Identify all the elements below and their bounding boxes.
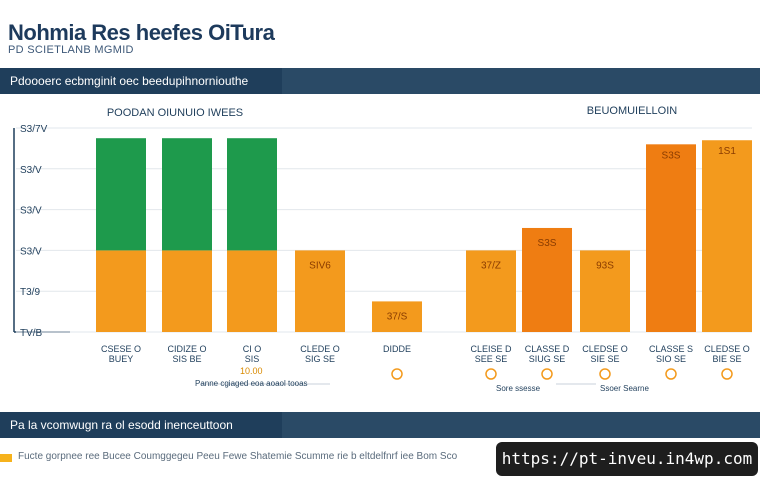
url-badge[interactable]: https://pt-inveu.in4wp.com — [496, 442, 758, 476]
category-sublabel: SIUG SE — [529, 354, 566, 364]
top-banner: Pdoooerc ecbmginit oec beedupihnorniouth… — [0, 68, 282, 94]
legend-right-right: Ssoer Searne — [600, 384, 649, 393]
category-icon — [599, 368, 611, 380]
bar — [466, 250, 516, 332]
page-subtitle: PD SCIETLANB MGMID — [8, 44, 134, 56]
category-icon — [721, 368, 733, 380]
bar — [295, 250, 345, 332]
bar — [580, 250, 630, 332]
bar — [162, 250, 212, 332]
legend-right-left: Sore ssesse — [496, 384, 541, 393]
y-tick-label: TV/B — [20, 328, 43, 339]
category-sublabel: SIS BE — [172, 354, 201, 364]
bar — [227, 250, 277, 332]
right-panel-title: BEUOMUIELLOIN — [587, 105, 678, 117]
data-label: SIV6 — [309, 260, 331, 271]
category-label: CLASSE S — [649, 344, 693, 354]
y-tick-label: S3/V — [20, 165, 42, 176]
category-label: CLEDSE O — [582, 344, 628, 354]
bar — [96, 250, 146, 332]
footer-text: Fucte gorpnee ree Bucee Coumggegeu Peeu … — [18, 451, 458, 462]
y-tick-label: T3/9 — [20, 287, 40, 298]
category-label: CLEISE D — [470, 344, 512, 354]
bar — [162, 138, 212, 251]
bar — [372, 301, 422, 332]
category-label: CI O — [243, 344, 262, 354]
category-sublabel: SIG SE — [305, 354, 335, 364]
category-icon — [391, 368, 403, 380]
bar — [227, 138, 277, 251]
category-sublabel: SIS — [245, 354, 260, 364]
bottom-banner-extension — [282, 412, 760, 438]
category-icon — [541, 368, 553, 380]
category-sublabel: SIE SE — [590, 354, 619, 364]
category-sublabel: SIO SE — [656, 354, 686, 364]
category-label: CIDIZE O — [167, 344, 206, 354]
data-label: S3S — [538, 238, 557, 249]
category-label: DIDDE — [383, 344, 411, 354]
data-label: 93S — [596, 260, 614, 271]
data-label: 37/Z — [481, 260, 501, 271]
bar — [702, 140, 752, 332]
y-tick-label: S3/V — [20, 246, 42, 257]
y-tick-label: S3/7V — [20, 124, 48, 135]
page-title: Nohmia Res heefes OiTura — [8, 20, 275, 45]
data-label: 1S1 — [718, 146, 736, 157]
bottom-banner: Pa la vcomwugn ra ol esodd inenceuttoon — [0, 412, 282, 438]
data-label: 37/S — [387, 311, 408, 322]
data-label: S3S — [662, 150, 681, 161]
legend-left-value: 10.00 — [240, 366, 263, 376]
top-banner-extension — [282, 68, 760, 94]
category-label: CSESE O — [101, 344, 141, 354]
category-label: CLASSE D — [525, 344, 570, 354]
category-icon — [485, 368, 497, 380]
category-sublabel: BUEY — [109, 354, 134, 364]
category-icon — [665, 368, 677, 380]
left-panel-title: POODAN OIUNUIO IWEES — [107, 107, 243, 119]
footer-marker — [0, 454, 12, 462]
category-sublabel: BIE SE — [712, 354, 741, 364]
bar — [96, 138, 146, 251]
bar — [522, 227, 572, 332]
legend-left: Panne cgiaged eoa aoaol tooas — [195, 379, 308, 388]
y-tick-label: S3/V — [20, 206, 42, 217]
category-label: CLEDE O — [300, 344, 340, 354]
category-label: CLEDSE O — [704, 344, 750, 354]
bar — [646, 144, 696, 332]
category-sublabel: SEE SE — [475, 354, 508, 364]
